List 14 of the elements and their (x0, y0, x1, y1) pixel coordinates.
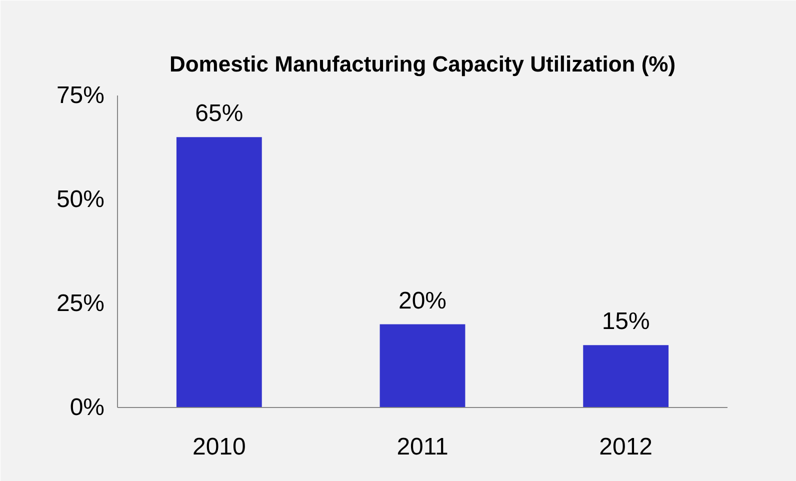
x-tick-label: 2010 (192, 434, 246, 460)
x-tick-label: 2011 (396, 434, 448, 460)
y-tick-label: 0% (70, 394, 104, 421)
y-tick-label: 75% (56, 82, 105, 109)
y-tick-label: 25% (56, 290, 105, 317)
data-label: 65% (195, 100, 244, 128)
chart-title: Domestic Manufacturing Capacity Utilization (%) (169, 52, 676, 76)
y-tick-label: 50% (56, 186, 105, 213)
data-label: 20% (398, 287, 447, 314)
bar (176, 137, 262, 408)
bar (583, 345, 669, 408)
data-label: 15% (602, 308, 650, 336)
x-tick-label: 2012 (599, 434, 653, 460)
bar (380, 324, 466, 408)
